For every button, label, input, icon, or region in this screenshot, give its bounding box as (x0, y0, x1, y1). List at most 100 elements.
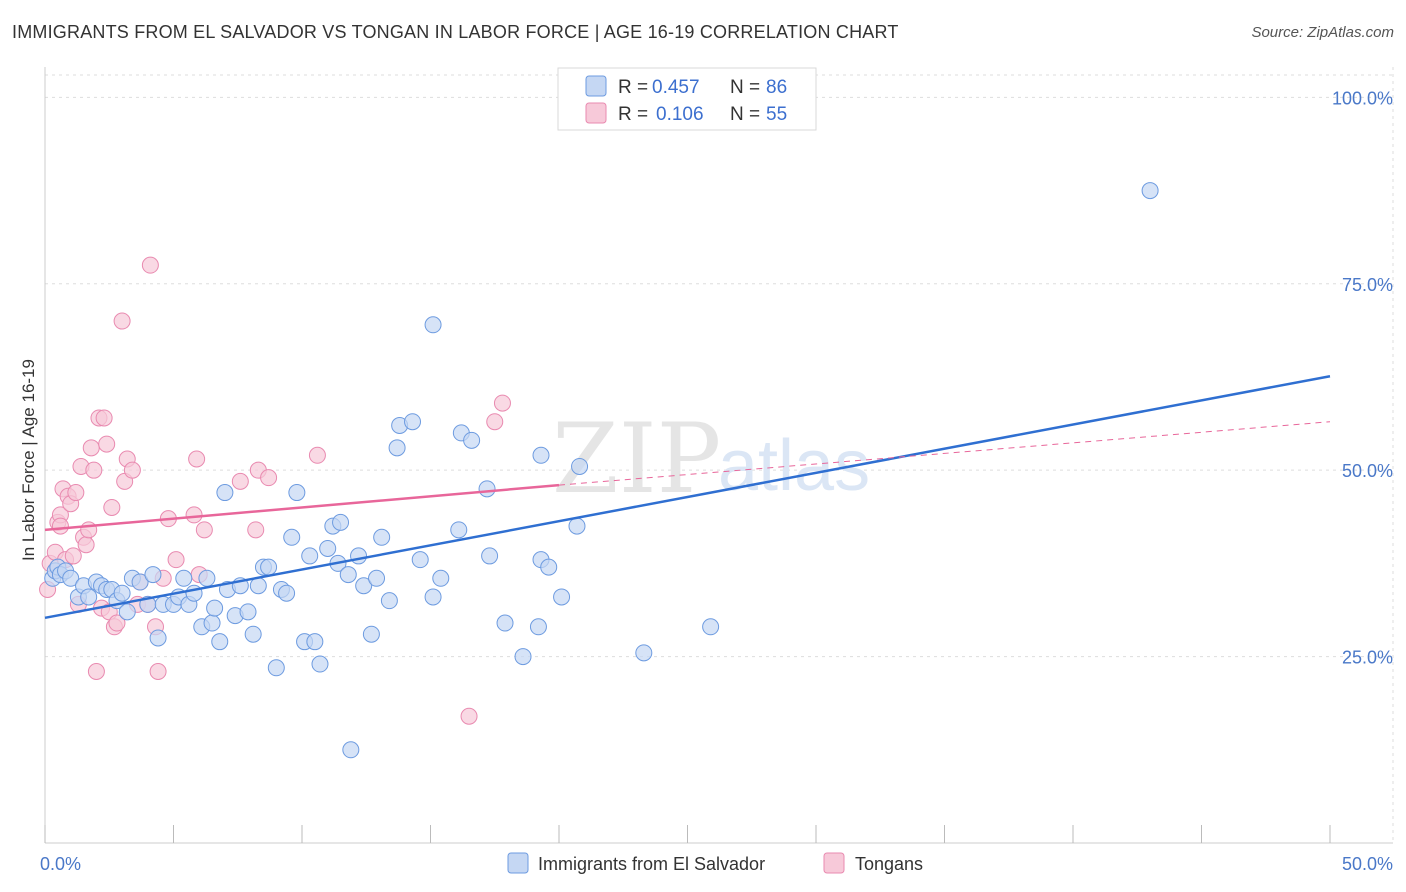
el-salvador-point (311, 655, 329, 673)
tongans-point (149, 663, 167, 681)
el-salvador-point (149, 629, 167, 647)
y-tick-label: 100.0% (1332, 88, 1393, 108)
el-salvador-point (113, 584, 131, 602)
el-salvador-point (175, 569, 193, 587)
el-salvador-point (118, 603, 136, 621)
el-salvador-point (1141, 182, 1159, 200)
bottom-legend-label-tongans: Tongans (855, 854, 923, 874)
el-salvador-point (278, 584, 296, 602)
el-salvador-point (478, 480, 496, 498)
tongans-point (98, 435, 116, 453)
el-salvador-point (362, 625, 380, 643)
el-salvador-point (267, 659, 285, 677)
el-salvador-point (432, 569, 450, 587)
el-salvador-point (203, 614, 221, 632)
el-salvador-point (350, 547, 368, 565)
el-salvador-point (411, 551, 429, 569)
y-tick-label: 25.0% (1342, 648, 1393, 668)
tongans-point (493, 394, 511, 412)
bottom-legend-swatch-el-salvador (507, 852, 529, 874)
el-salvador-point (239, 603, 257, 621)
tongans-point (123, 461, 141, 479)
tongans-point (195, 521, 213, 539)
legend-n-label-tongans: N = (730, 104, 760, 125)
chart-title: IMMIGRANTS FROM EL SALVADOR VS TONGAN IN… (12, 22, 899, 42)
el-salvador-point (342, 741, 360, 759)
el-salvador-point (388, 439, 406, 457)
el-salvador-point (131, 573, 149, 591)
el-salvador-point (211, 633, 229, 651)
tongans-trend-line (44, 483, 560, 532)
el-salvador-point (568, 517, 586, 535)
el-salvador-point (216, 484, 234, 502)
tongans-point (231, 472, 249, 490)
el-salvador-point (635, 644, 653, 662)
legend-swatch-el-salvador (585, 75, 607, 97)
el-salvador-point (332, 513, 350, 531)
el-salvador-point (260, 558, 278, 576)
x-tick-label: 0.0% (40, 854, 81, 874)
tongans-point (167, 551, 185, 569)
tongans-point (460, 707, 478, 725)
el-salvador-point (301, 547, 319, 565)
tongans-point (103, 498, 121, 516)
el-salvador-point (463, 431, 481, 449)
legend-top: R = 0.457 N = 86 R = 0.106 N = 55 (557, 67, 817, 131)
el-salvador-point (404, 413, 422, 431)
tongans-points (39, 256, 511, 725)
tongans-point (80, 521, 98, 539)
y-axis-label: In Labor Force | Age 16-19 (19, 359, 38, 561)
el-salvador-point (496, 614, 514, 632)
el-salvador-point (529, 618, 547, 636)
legend-n-label-el-salvador: N = (730, 77, 760, 98)
el-salvador-point (319, 539, 337, 557)
el-salvador-point (450, 521, 468, 539)
tongans-point (108, 614, 126, 632)
y-tick-label: 50.0% (1342, 461, 1393, 481)
legend-n-value-tongans: 55 (766, 104, 787, 125)
el-salvador-point (80, 588, 98, 606)
tongans-point (82, 439, 100, 457)
tongans-point (95, 409, 113, 427)
el-salvador-trend-line (44, 375, 1331, 620)
el-salvador-point (339, 566, 357, 584)
el-salvador-point (306, 633, 324, 651)
el-salvador-point (702, 618, 720, 636)
tongans-point (185, 506, 203, 524)
legend-r-label-el-salvador: R = (618, 77, 648, 98)
el-salvador-point (424, 316, 442, 334)
legend-r-value-el-salvador: 0.457 (652, 77, 700, 98)
tongans-point (85, 461, 103, 479)
y-tick-label: 75.0% (1342, 275, 1393, 295)
el-salvador-point (368, 569, 386, 587)
tongans-point (67, 484, 85, 502)
el-salvador-point (514, 648, 532, 666)
axes (44, 67, 1393, 844)
el-salvador-point (355, 577, 373, 595)
legend-bottom: Immigrants from El Salvador Tongans (507, 852, 923, 874)
el-salvador-point (288, 484, 306, 502)
tongans-point (486, 413, 504, 431)
bottom-legend-swatch-tongans (823, 852, 845, 874)
tongans-point (77, 536, 95, 554)
el-salvador-point (540, 558, 558, 576)
x-tick-label: 50.0% (1342, 854, 1393, 874)
el-salvador-point (283, 528, 301, 546)
el-salvador-point (206, 599, 224, 617)
el-salvador-point (424, 588, 442, 606)
legend-swatch-tongans (585, 102, 607, 124)
tongans-point (260, 469, 278, 487)
tongans-point (141, 256, 159, 274)
el-salvador-point (571, 457, 589, 475)
tongans-point (87, 663, 105, 681)
el-salvador-point (373, 528, 391, 546)
tongans-point (51, 517, 69, 535)
el-salvador-point (553, 588, 571, 606)
legend-n-value-el-salvador: 86 (766, 77, 787, 98)
tongans-point (64, 547, 82, 565)
el-salvador-point (198, 569, 216, 587)
legend-r-value-tongans: 0.106 (656, 104, 704, 125)
legend-r-label-tongans: R = (618, 104, 648, 125)
tongans-point (113, 312, 131, 330)
